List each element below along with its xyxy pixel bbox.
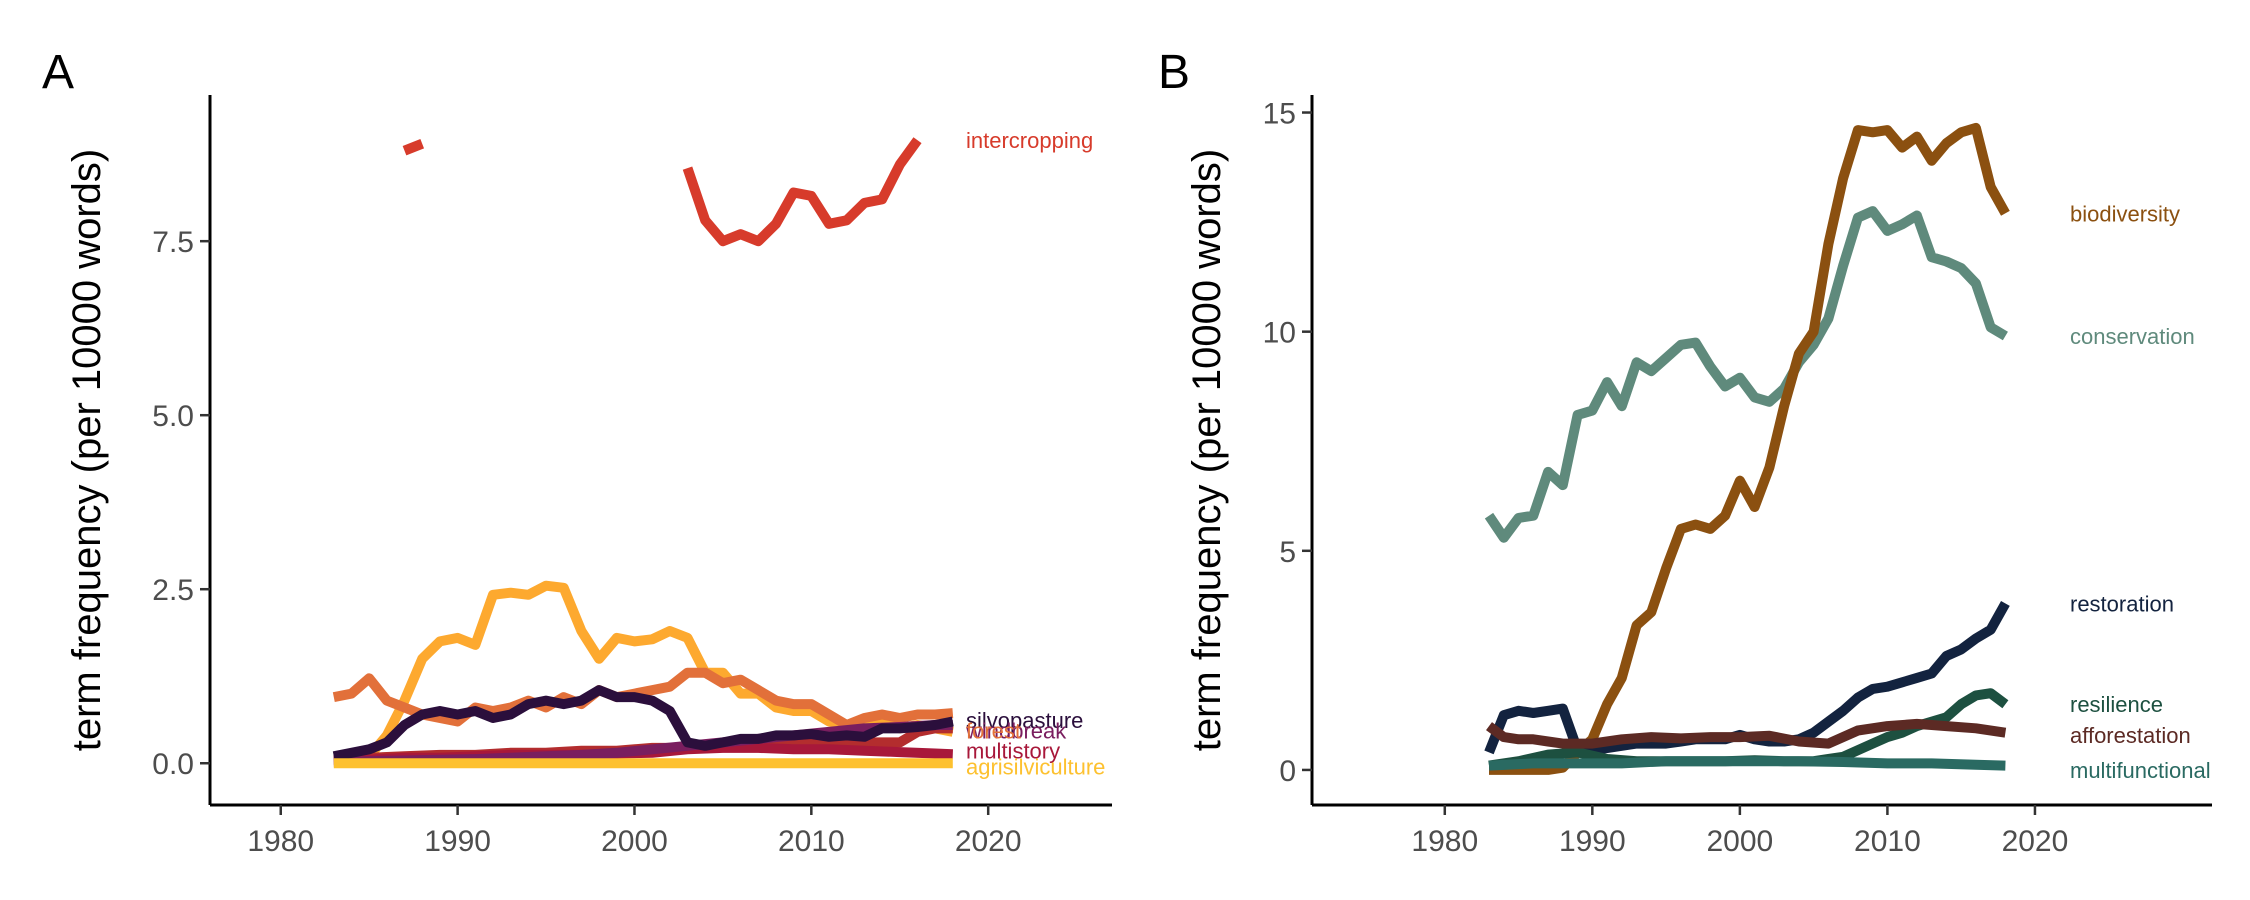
x-tick-label: 2000 bbox=[601, 825, 668, 858]
series-line-intercropping bbox=[682, 137, 922, 247]
series-line-intercropping bbox=[402, 139, 425, 156]
panel-letter: B bbox=[1158, 46, 1190, 99]
y-tick-label: 7.5 bbox=[152, 226, 194, 259]
series-label: biodiversity bbox=[2070, 201, 2180, 226]
y-tick-label: 0.0 bbox=[152, 748, 194, 781]
x-tick-label: 2010 bbox=[1854, 825, 1921, 858]
series-label: resilience bbox=[2070, 692, 2163, 717]
panel-letter: A bbox=[42, 46, 74, 99]
series-label: afforestation bbox=[2070, 723, 2191, 748]
series-label: multistory bbox=[966, 739, 1060, 764]
series-label: agrisilviculture bbox=[966, 755, 1105, 780]
series-line-conservation bbox=[1484, 206, 2008, 543]
x-tick-label: 1990 bbox=[424, 825, 491, 858]
series-label: windbreak bbox=[965, 719, 1067, 744]
series-line-unlabeled bbox=[332, 667, 954, 730]
panel-b: B 0 5 10 15 1980 1990 2000 2010 2020 term frequenc… bbox=[1158, 46, 2212, 858]
y-tick-label: 0 bbox=[1279, 755, 1296, 788]
y-tick-label: 10 bbox=[1263, 317, 1296, 350]
panel-a: A 0.0 2.5 5.0 7.5 1980 1990 2000 2010 2020 term fr… bbox=[42, 46, 1112, 858]
series-label: restoration bbox=[2070, 591, 2174, 616]
y-tick-label: 5.0 bbox=[152, 400, 194, 433]
series-line-restoration bbox=[1484, 600, 2010, 756]
series-line-multifunctional bbox=[1488, 756, 2006, 771]
y-axis-title: term frequency (per 10000 words) bbox=[65, 149, 109, 752]
x-tick-label: 1980 bbox=[247, 825, 314, 858]
series-line-afforestation bbox=[1486, 718, 2007, 749]
series-label: silvopasture bbox=[966, 708, 1083, 733]
y-tick-label: 15 bbox=[1263, 98, 1296, 131]
y-tick-label: 2.5 bbox=[152, 574, 194, 607]
x-tick-label: 2000 bbox=[1706, 825, 1773, 858]
x-tick-label: 2020 bbox=[955, 825, 1022, 858]
x-tick-label: 2010 bbox=[778, 825, 845, 858]
series-label: intercropping bbox=[966, 128, 1093, 153]
x-tick-label: 1990 bbox=[1559, 825, 1626, 858]
series-label: multifunctional bbox=[2070, 758, 2211, 783]
x-tick-label: 1980 bbox=[1411, 825, 1478, 858]
series-label: conservation bbox=[2070, 324, 2195, 349]
y-tick-label: 5 bbox=[1279, 536, 1296, 569]
x-tick-label: 2020 bbox=[2002, 825, 2069, 858]
series-label: forest bbox=[966, 719, 1021, 744]
series-line-silvopasture bbox=[332, 685, 954, 762]
y-axis-title: term frequency (per 10000 words) bbox=[1185, 149, 1229, 752]
